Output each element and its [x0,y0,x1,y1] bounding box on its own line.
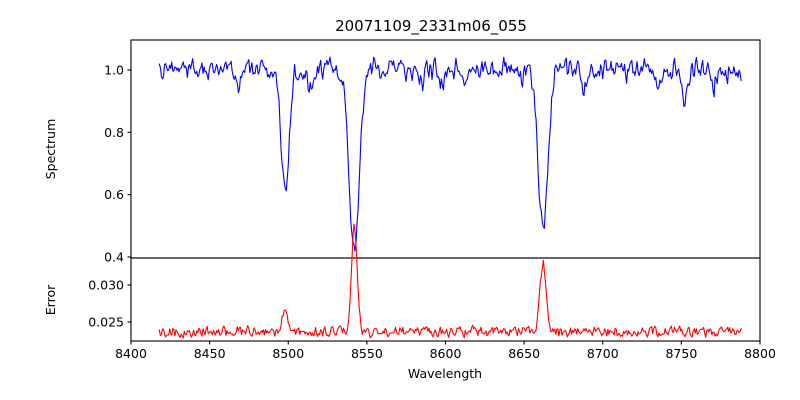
x-tick-label: 8550 [351,346,383,361]
x-tick-label: 8750 [665,346,697,361]
error-y-tick-group: 0.025 0.030 [88,278,131,330]
x-tick-group: 8400 8450 8500 8550 8600 8650 8700 8750 8800 [115,341,776,361]
page-title: 20071109_2331m06_055 [335,17,527,36]
x-tick-label: 8650 [508,346,540,361]
spectrum-series-group [158,56,742,252]
error-series-group [158,223,742,339]
x-tick-label: 8400 [115,346,147,361]
spectrum-y-tick-label: 0.8 [104,125,124,140]
x-tick-label: 8450 [194,346,226,361]
error-y-tick-label: 0.025 [88,315,124,330]
spectrum-y-tick-label: 1.0 [104,63,124,78]
spectrum-y-tick-label: 0.4 [104,250,124,265]
spectrum-y-tick-group: 0.4 0.6 0.8 1.0 [104,63,131,265]
spectrum-data-line [158,56,742,252]
error-axis-label: Error [43,284,58,315]
error-panel: 0.025 0.030 Error 8400 8450 8500 8550 8600 865… [43,223,776,381]
x-tick-label: 8500 [272,346,304,361]
spectrum-y-tick-label: 0.6 [104,187,124,202]
x-tick-label: 8700 [587,346,619,361]
error-y-tick-label: 0.030 [88,278,124,293]
x-tick-label: 8600 [430,346,462,361]
x-tick-label: 8800 [744,346,776,361]
x-axis-label: Wavelength [408,366,482,381]
spectrum-axis-label: Spectrum [43,119,58,180]
error-data-line [158,223,742,339]
